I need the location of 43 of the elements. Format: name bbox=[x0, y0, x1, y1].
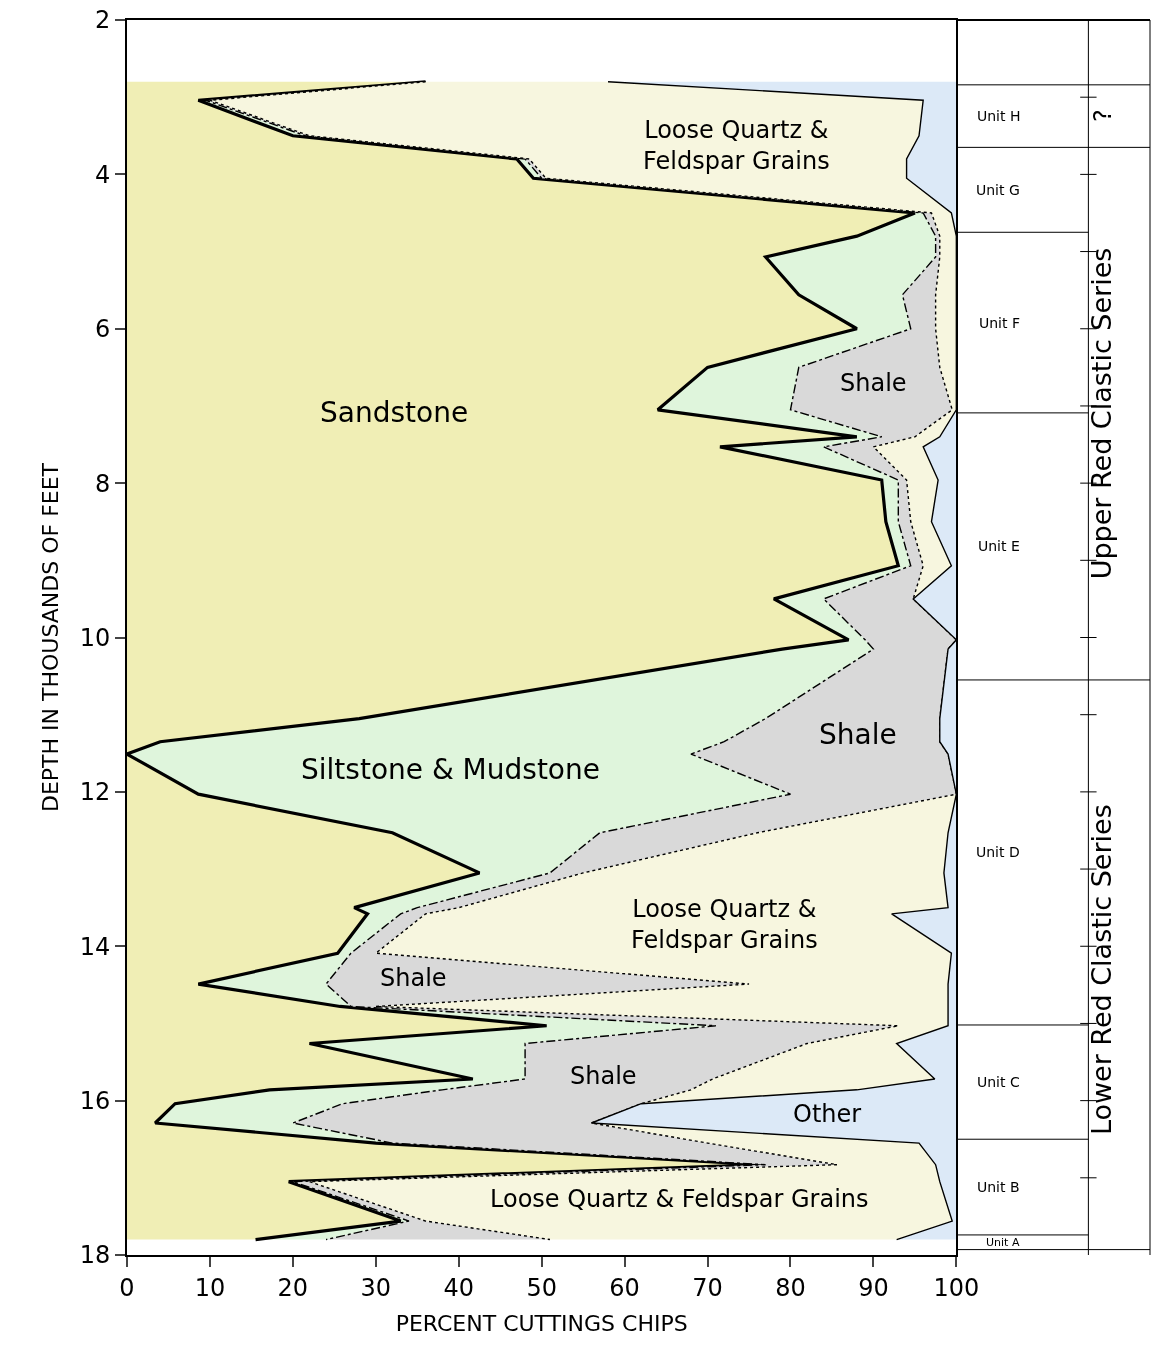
y-tick-label: 16 bbox=[79, 1087, 111, 1116]
y-tick-label: 2 bbox=[94, 6, 111, 35]
x-tick-label: 70 bbox=[692, 1273, 723, 1302]
annotation: Sandstone bbox=[320, 396, 469, 429]
text: Unit H bbox=[977, 108, 1021, 124]
y-tick-label: 10 bbox=[79, 623, 111, 652]
y-axis-title: DEPTH IN THOUSANDS OF FEET bbox=[37, 462, 63, 813]
x-axis-title: PERCENT CUTTINGS CHIPS bbox=[395, 1311, 688, 1337]
text: ? bbox=[1089, 109, 1118, 122]
x-tick-label: 50 bbox=[526, 1273, 557, 1302]
x-tick-label: 60 bbox=[609, 1273, 640, 1302]
x-tick-label: 30 bbox=[360, 1273, 392, 1302]
text: Unit A bbox=[986, 1236, 1020, 1249]
text: Unit B bbox=[977, 1179, 1020, 1195]
annotation: Shale bbox=[380, 964, 447, 992]
y-tick-label: 4 bbox=[94, 160, 111, 189]
text: Lower Red Clastic Series bbox=[1086, 804, 1118, 1136]
annotation: Siltstone & Mudstone bbox=[301, 753, 600, 786]
annotation: Shale bbox=[840, 369, 907, 397]
x-tick-label: 40 bbox=[443, 1273, 475, 1302]
x-tick-label: 10 bbox=[194, 1273, 226, 1302]
annotation: Loose Quartz & Feldspar Grains bbox=[631, 895, 818, 955]
x-tick-label: 20 bbox=[277, 1273, 309, 1302]
x-tick-label: 0 bbox=[119, 1273, 135, 1302]
x-tick-label: 100 bbox=[933, 1273, 980, 1302]
text: Unit G bbox=[976, 182, 1020, 198]
annotation: Loose Quartz & Feldspar Grains bbox=[643, 116, 830, 176]
annotation: Loose Quartz & Feldspar Grains bbox=[490, 1185, 869, 1213]
text: Upper Red Clastic Series bbox=[1086, 247, 1118, 580]
text: Unit D bbox=[976, 844, 1020, 860]
x-tick-label: 80 bbox=[775, 1273, 806, 1302]
text: Unit E bbox=[978, 538, 1020, 554]
text: Unit C bbox=[977, 1074, 1020, 1090]
y-tick-label: 6 bbox=[94, 315, 111, 344]
annotation: Shale bbox=[819, 718, 897, 751]
x-tick-label: 90 bbox=[858, 1273, 889, 1302]
y-tick-label: 12 bbox=[79, 778, 111, 807]
y-tick-label: 18 bbox=[79, 1241, 111, 1270]
text: Unit F bbox=[979, 315, 1021, 331]
y-tick-label: 14 bbox=[79, 932, 111, 961]
annotation: Other bbox=[793, 1100, 862, 1128]
y-tick-label: 8 bbox=[94, 469, 111, 498]
annotation: Shale bbox=[570, 1062, 637, 1090]
